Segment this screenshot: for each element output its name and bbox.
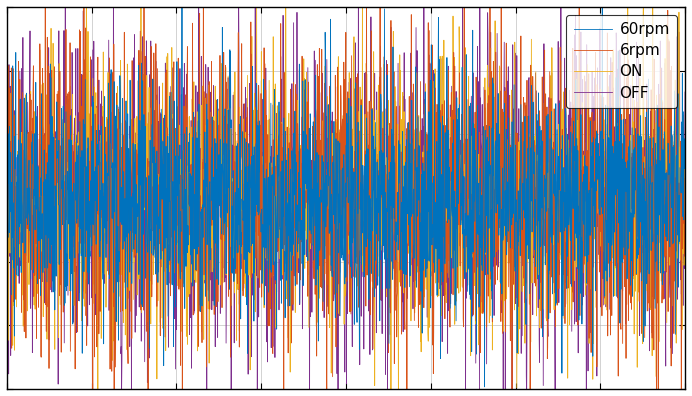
- 6rpm: [662, 207, 671, 212]
- ON: [316, 276, 324, 280]
- 60rpm: [333, 231, 341, 236]
- 60rpm: [662, 234, 671, 239]
- 6rpm: [662, 195, 670, 200]
- 6rpm: [537, 326, 545, 331]
- 60rpm: [315, 152, 323, 157]
- 60rpm: [3, 359, 11, 364]
- OFF: [37, 165, 46, 169]
- Legend: 60rpm, 6rpm, ON, OFF: 60rpm, 6rpm, ON, OFF: [566, 15, 677, 108]
- ON: [538, 188, 546, 193]
- OFF: [333, 371, 341, 376]
- 6rpm: [315, 185, 323, 190]
- Line: 60rpm: 60rpm: [7, 0, 685, 387]
- OFF: [538, 145, 546, 149]
- ON: [662, 237, 670, 242]
- 60rpm: [537, 128, 545, 133]
- 6rpm: [333, 272, 341, 277]
- 6rpm: [3, 206, 11, 211]
- OFF: [3, 72, 11, 76]
- Line: ON: ON: [7, 0, 685, 396]
- OFF: [662, 124, 671, 129]
- ON: [681, 158, 689, 163]
- OFF: [681, 89, 689, 94]
- ON: [37, 166, 46, 171]
- 60rpm: [480, 385, 489, 389]
- 60rpm: [681, 138, 689, 143]
- OFF: [662, 364, 670, 368]
- 60rpm: [662, 227, 670, 231]
- Line: OFF: OFF: [7, 0, 685, 396]
- 6rpm: [37, 251, 46, 256]
- ON: [662, 192, 671, 197]
- OFF: [315, 120, 323, 125]
- 60rpm: [37, 91, 46, 96]
- Line: 6rpm: 6rpm: [7, 0, 685, 396]
- ON: [333, 227, 341, 231]
- ON: [3, 161, 11, 166]
- 6rpm: [681, 176, 689, 181]
